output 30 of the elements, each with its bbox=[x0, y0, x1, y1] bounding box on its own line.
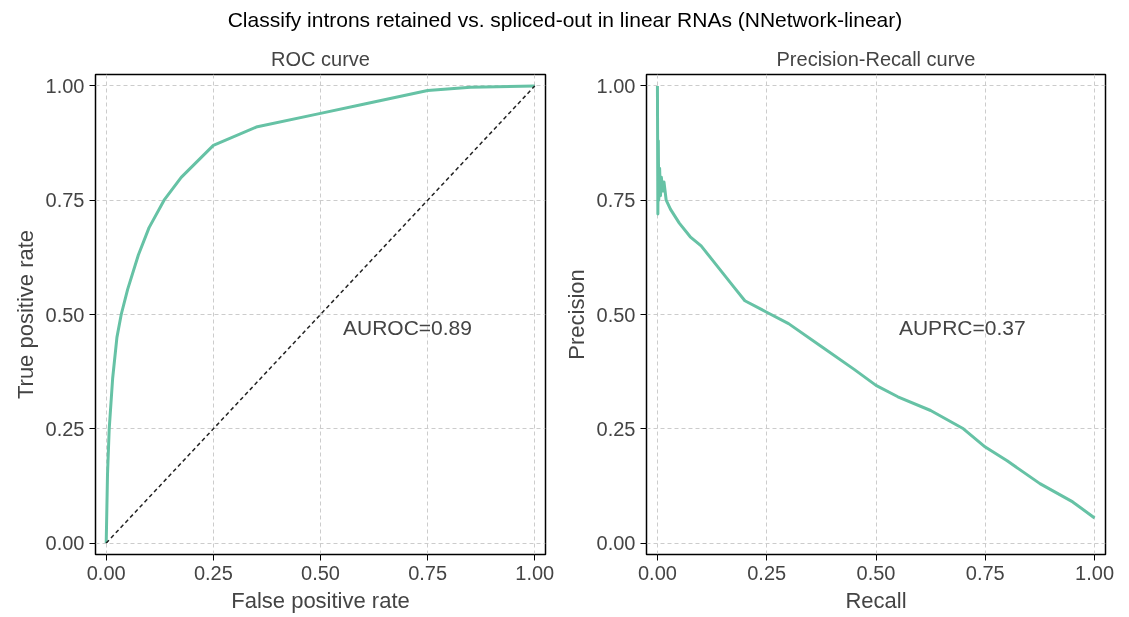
x-tick-label: 0.75 bbox=[965, 561, 1005, 584]
annotation: AUPRC=0.37 bbox=[898, 315, 1026, 339]
x-axis-title: Recall bbox=[845, 587, 907, 613]
x-tick-label: 0.50 bbox=[856, 561, 896, 584]
x-tick-label: 0.00 bbox=[637, 561, 677, 584]
y-tick-label: 0.50 bbox=[596, 303, 636, 326]
y-tick-label: 1.00 bbox=[45, 74, 85, 97]
annotation: AUROC=0.89 bbox=[343, 315, 472, 339]
chart-title: ROC curve bbox=[271, 47, 370, 70]
y-tick-label: 0.00 bbox=[45, 532, 85, 555]
x-tick-label: 1.00 bbox=[515, 561, 555, 584]
y-tick-label: 1.00 bbox=[596, 74, 636, 97]
x-tick-label: 0.50 bbox=[301, 561, 340, 584]
x-tick-label: 0.00 bbox=[86, 561, 126, 584]
x-tick-label: 0.25 bbox=[747, 561, 787, 584]
y-tick-label: 0.75 bbox=[596, 189, 636, 212]
y-tick-label: 0.25 bbox=[45, 417, 85, 440]
y-tick-label: 0.50 bbox=[45, 303, 85, 326]
x-tick-label: 1.00 bbox=[1075, 561, 1115, 584]
x-tick-label: 0.25 bbox=[193, 561, 233, 584]
y-tick-label: 0.25 bbox=[596, 417, 636, 440]
y-axis-title: Precision bbox=[563, 269, 589, 360]
y-tick-label: 0.75 bbox=[45, 189, 85, 212]
y-tick-label: 0.00 bbox=[596, 532, 636, 555]
chart-subtitle: Classify introns retained vs. spliced-out in linear RNAs (NNetwork-linear) bbox=[227, 7, 903, 33]
chart-title: Precision-Recall curve bbox=[776, 47, 976, 70]
x-tick-label: 0.75 bbox=[408, 561, 448, 584]
y-axis-title: True positive rate bbox=[12, 229, 38, 400]
line-series bbox=[655, 84, 1097, 520]
x-axis-title: False positive rate bbox=[231, 587, 410, 613]
